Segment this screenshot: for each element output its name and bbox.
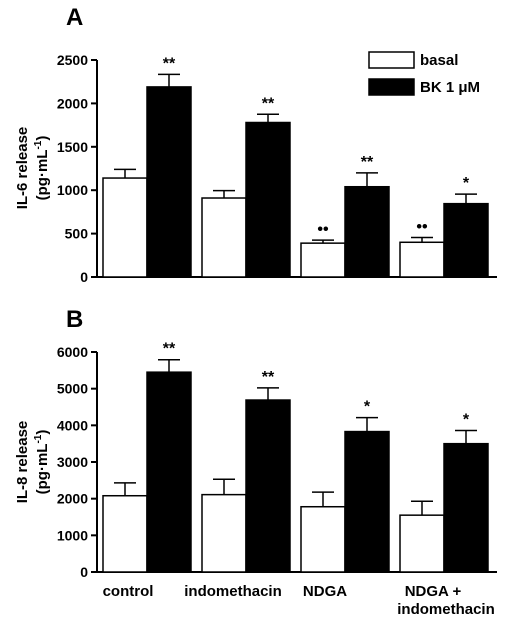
bar-bk: [443, 202, 489, 278]
y-axis-label-superscript: -1: [33, 434, 44, 443]
legend: basal BK 1 μM: [368, 51, 480, 96]
category-label-ndga-indomethacin: indomethacin: [397, 601, 495, 618]
y-tick-label: 3000: [57, 454, 88, 470]
significance-marker-bk: *: [364, 399, 371, 416]
y-axis-label-unit: (pg·mL: [34, 150, 51, 201]
panel-a-letter: A: [66, 4, 83, 31]
significance-marker-bk: **: [163, 55, 176, 72]
bar-bk: [245, 399, 291, 573]
bar-basal: [201, 493, 247, 573]
category-labels: control indomethacin NDGA NDGA + indomet…: [103, 583, 495, 618]
panel-a: A 0 500 1000 1500 2000 2500 IL-6 release (pg·mL…: [14, 4, 497, 285]
significance-marker-bk: *: [463, 175, 470, 192]
legend-swatch-basal: [368, 51, 415, 69]
y-tick-label: 1000: [57, 182, 88, 198]
y-tick-label: 0: [80, 269, 88, 285]
panel-b: B 0 1000 2000 3000 4000 5000 6000 IL-8 release(…: [14, 306, 497, 580]
bar-basal: [300, 505, 346, 573]
legend-label-bk: BK 1 μM: [420, 79, 480, 96]
significance-marker-bk: **: [361, 154, 374, 171]
y-axis-label-line2: (pg·mL-1): [33, 136, 51, 201]
y-tick-label: 0: [80, 564, 88, 580]
bar-basal: [102, 177, 148, 278]
y-axis-label-line2: (pg·mL-1): [33, 430, 51, 495]
bar-bk: [443, 442, 489, 573]
legend-label-basal: basal: [420, 52, 458, 69]
bar-bk: [245, 121, 291, 278]
bar-bk: [146, 86, 192, 278]
y-axis-label-superscript: -1: [33, 140, 44, 149]
category-label-ndga-plus: NDGA +: [405, 583, 462, 600]
bar-basal: [399, 514, 445, 573]
y-tick-label: 1000: [57, 527, 88, 543]
significance-marker-basal: ••: [416, 219, 428, 236]
bar-basal: [300, 242, 346, 278]
significance-marker-bk: **: [262, 95, 275, 112]
y-tick-label: 2500: [57, 52, 88, 68]
bar-basal: [201, 197, 247, 278]
bar-basal: [102, 494, 148, 573]
bar-bk: [344, 185, 390, 278]
y-axis-label-close: ): [34, 136, 51, 141]
category-label-ndga: NDGA: [303, 583, 347, 600]
y-axis-label-line1: IL-6 release: [14, 127, 31, 210]
y-tick-label: 500: [65, 226, 89, 242]
y-tick-label: 2000: [57, 491, 88, 507]
bar-bk: [344, 430, 390, 573]
y-tick-label: 2000: [57, 95, 88, 111]
category-label-control: control: [103, 583, 154, 600]
significance-marker-bk: **: [262, 369, 275, 386]
y-tick-label: 5000: [57, 381, 88, 397]
y-axis-label-unit: (pg·mL: [34, 444, 51, 495]
bar-basal: [399, 241, 445, 278]
bar-bk: [146, 371, 192, 573]
y-axis-label-line1: IL-8 release: [14, 421, 31, 504]
y-tick-label: 1500: [57, 139, 88, 155]
legend-swatch-bk: [368, 78, 415, 96]
category-label-indomethacin: indomethacin: [184, 583, 282, 600]
y-tick-label: 6000: [57, 344, 88, 360]
significance-marker-bk: **: [163, 341, 176, 358]
y-axis-label-close: ): [34, 430, 51, 435]
panel-b-letter: B: [66, 306, 83, 333]
significance-marker-bk: *: [463, 411, 470, 428]
y-tick-label: 4000: [57, 417, 88, 433]
significance-marker-basal: ••: [317, 221, 329, 238]
